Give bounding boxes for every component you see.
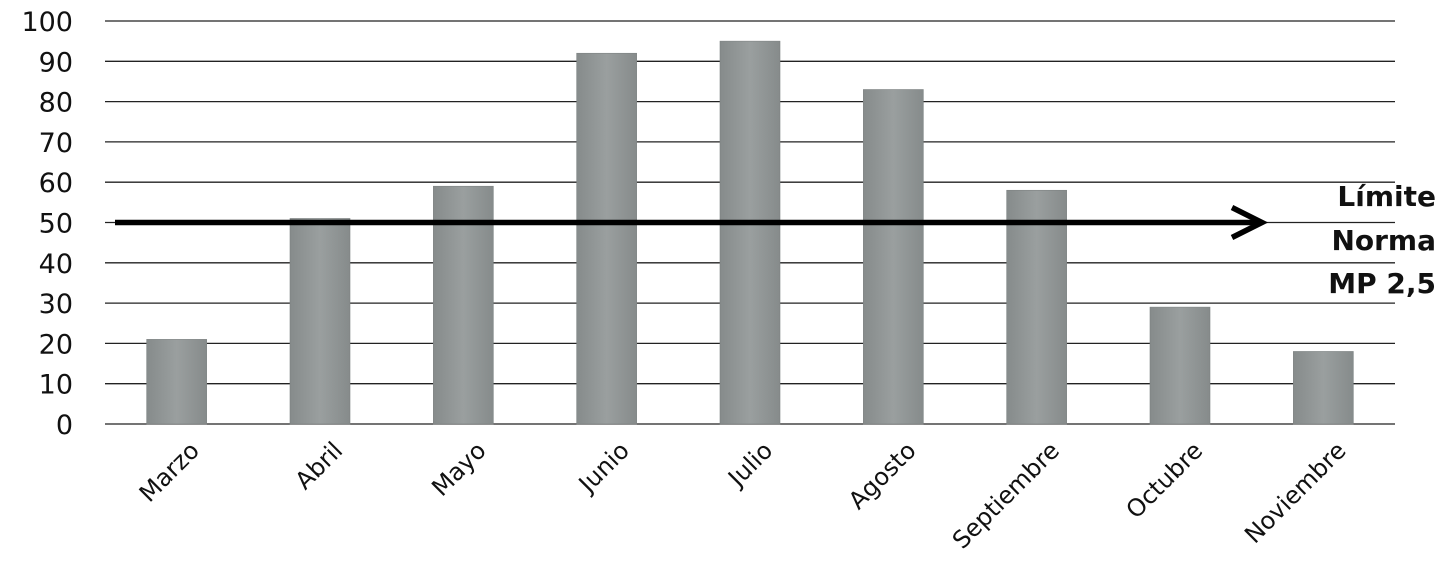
y-tick-label: 50 [39,209,73,240]
bar-septiembre [1006,189,1067,425]
y-tick-label: 20 [39,329,73,360]
limit-arrow-head [1230,205,1269,240]
x-tick-label: Noviembre [1239,436,1351,548]
limit-label-line-2: Norma [1331,224,1436,257]
x-tick-label: Septiembre [947,436,1065,554]
y-axis-tick-labels: 0 10 20 30 40 50 60 70 80 90 100 [21,7,73,441]
x-axis-category-labels: Marzo Abril Mayo Junio Julio Agosto Septiembre… [134,436,1352,554]
bar-mayo [433,185,494,425]
bar-octubre [1149,306,1211,425]
x-tick-label: Marzo [134,436,205,507]
reference-line-group: Límite Norma MP 2,5 [115,180,1436,300]
x-tick-label: Abril [290,436,349,495]
x-tick-label: Junio [572,436,635,499]
bar-marzo [146,339,207,425]
y-tick-label: 60 [39,168,73,199]
bar-agosto [863,89,924,425]
bar-julio [719,40,781,425]
y-tick-label: 90 [39,47,73,78]
x-tick-label: Julio [721,436,778,493]
y-tick-label: 40 [39,249,73,280]
bar-junio [576,52,637,425]
y-tick-label: 100 [21,7,73,38]
x-tick-label: Octubre [1121,436,1209,524]
bar-abril [289,218,351,425]
y-tick-label: 10 [39,370,73,401]
y-tick-label: 80 [39,88,73,119]
limit-label-line-3: MP 2,5 [1328,267,1436,300]
bar-noviembre [1293,351,1354,425]
limit-label-line-1: Límite [1337,180,1436,213]
y-tick-label: 0 [56,410,73,441]
y-tick-label: 70 [39,128,73,159]
x-tick-label: Agosto [843,436,921,514]
y-tick-label: 30 [39,289,73,320]
x-tick-label: Mayo [426,436,491,501]
bars [146,40,1354,425]
